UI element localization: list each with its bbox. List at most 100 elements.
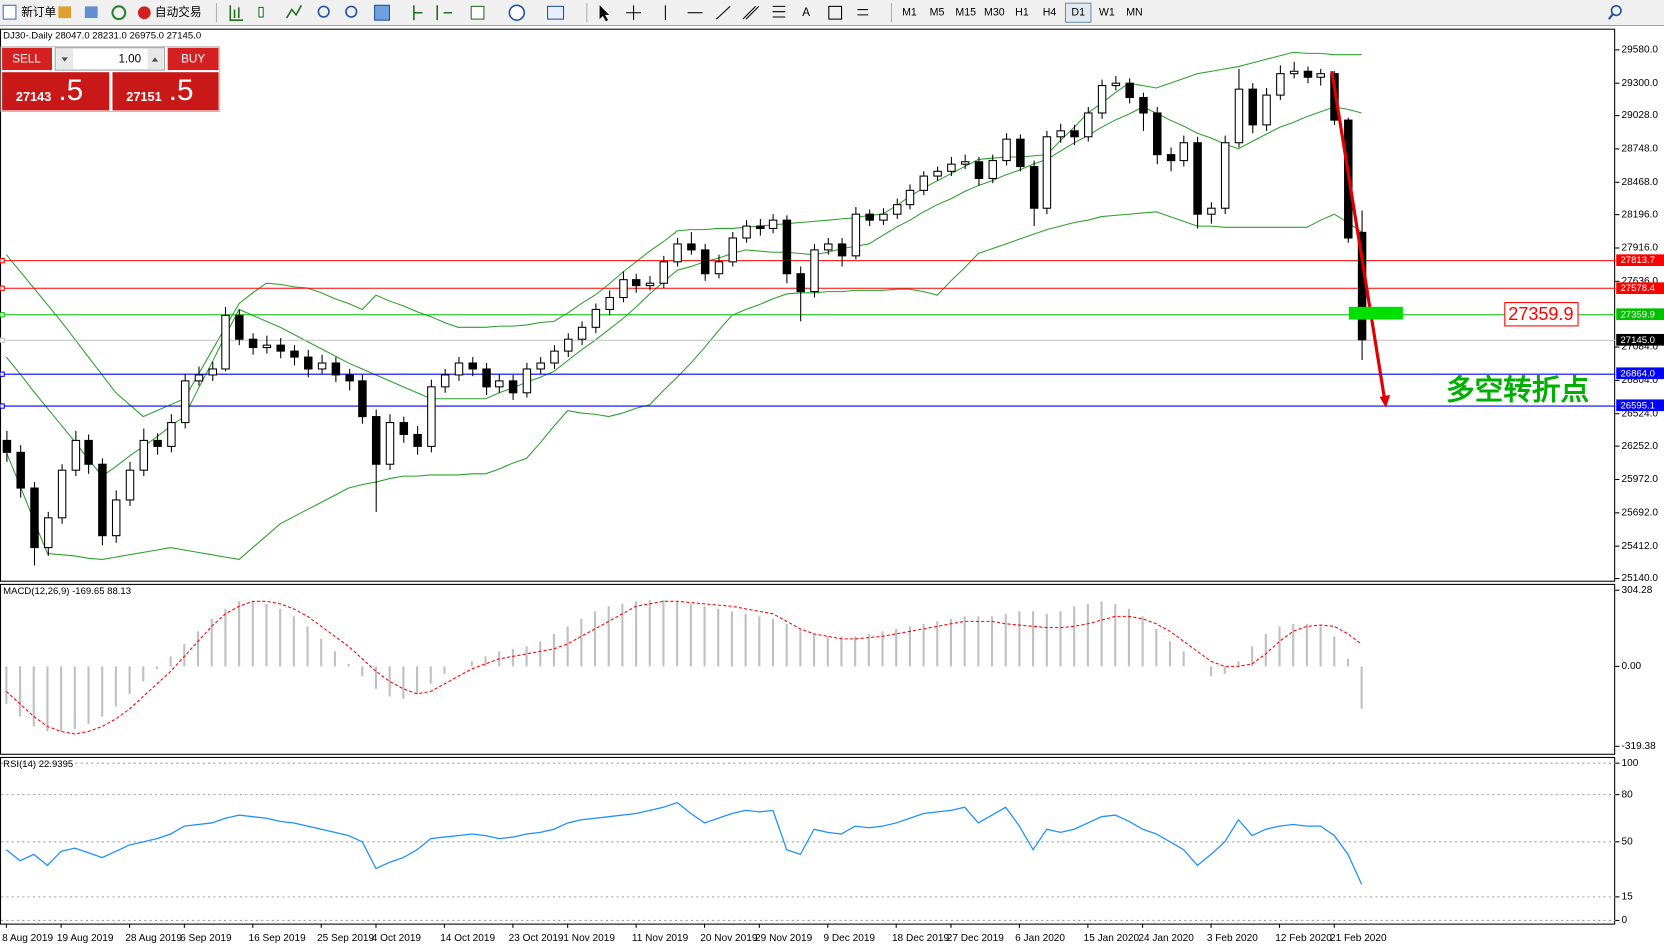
icon[interactable]	[58, 6, 72, 19]
search-icon[interactable]	[1610, 5, 1622, 17]
candle-body	[304, 356, 313, 370]
timeframe-button[interactable]: M30	[984, 7, 1005, 19]
candle-body	[605, 297, 614, 310]
candle-icon[interactable]	[258, 6, 264, 18]
zoom-in[interactable]	[317, 5, 330, 18]
buy-button[interactable]	[167, 47, 219, 71]
periods-icon[interactable]	[508, 4, 526, 21]
pane-title: RSI(14) 22.9395	[3, 759, 73, 770]
text-tool[interactable]: A	[802, 6, 810, 19]
candle-body	[276, 344, 285, 352]
level-price-tag	[1616, 333, 1664, 346]
price-pane	[0, 28, 1616, 582]
y-tick-label: 29300.0	[1622, 78, 1659, 89]
scroll-icons[interactable]	[413, 5, 453, 21]
candle-body	[1207, 207, 1216, 215]
level-anchor	[0, 312, 5, 318]
line-icon[interactable]	[285, 4, 303, 19]
y-tick-label: 27916.0	[1622, 243, 1659, 254]
trend-arrow	[1330, 70, 1387, 402]
y-tick-label: 0.00	[1622, 661, 1642, 672]
candle-body	[947, 163, 956, 172]
toolbar-background	[0, 0, 1664, 26]
y-tick-label: 80	[1622, 789, 1634, 800]
candle-body	[16, 451, 25, 489]
arrows-tool[interactable]	[857, 9, 869, 16]
candle-body	[44, 517, 53, 549]
level-price-label: 27359.9	[1620, 309, 1655, 320]
candle-body	[631, 279, 641, 287]
level-anchor	[0, 285, 5, 291]
candle-body	[1070, 130, 1079, 138]
lot-input[interactable]	[54, 47, 166, 71]
y-tick-label: 26524.0	[1622, 408, 1659, 419]
buy-price-box[interactable]	[112, 72, 219, 111]
x-tick-label: 28 Aug 2019	[125, 933, 182, 944]
trendline-tool[interactable]	[715, 5, 731, 20]
channel-tool[interactable]	[742, 5, 760, 20]
bollinger-band	[5, 51, 1362, 418]
auto-trading-button[interactable]: 自动交易	[137, 5, 202, 20]
tile-icon[interactable]	[374, 4, 391, 21]
fibo-tool[interactable]	[772, 5, 786, 18]
timeframe-button[interactable]: MN	[1126, 7, 1142, 19]
candle-body	[1097, 85, 1107, 114]
candle-body	[1139, 96, 1148, 114]
y-tick-label: 26252.0	[1622, 441, 1659, 452]
candle-body	[1289, 70, 1299, 75]
candle-body	[619, 279, 628, 299]
candle-body	[345, 374, 354, 382]
macd-pane	[0, 583, 1616, 755]
timeframe-button[interactable]: M5	[930, 7, 945, 19]
candle-body	[358, 380, 367, 418]
candle-body	[1002, 138, 1011, 162]
timeframe-button[interactable]: D1	[1071, 7, 1085, 19]
timeframe-button[interactable]: M1	[902, 7, 917, 19]
cursor-tool[interactable]	[599, 5, 610, 22]
bar-chart-icon[interactable]	[229, 5, 244, 21]
template-icon[interactable]	[547, 5, 565, 20]
one-click-trading: SELL 1.00 BUY 27143 .5 27151 .5	[0, 46, 221, 112]
x-tick-label: 23 Oct 2019	[509, 933, 564, 944]
timeframe-button[interactable]: H4	[1043, 7, 1057, 19]
icon[interactable]	[84, 6, 98, 19]
x-tick-label: 11 Nov 2019	[632, 933, 689, 944]
timeframe-active[interactable]	[1064, 2, 1092, 23]
candle-body	[1262, 94, 1271, 126]
sell-button[interactable]	[2, 47, 53, 71]
zoom-out[interactable]	[345, 5, 358, 18]
x-tick-label: 3 Feb 2020	[1207, 933, 1258, 944]
candle-body	[837, 243, 847, 257]
x-tick-label: 6 Jan 2020	[1015, 933, 1065, 944]
icon[interactable]	[111, 5, 127, 21]
candle-body	[1056, 130, 1065, 138]
buy-price: 27151	[126, 89, 161, 104]
candle-body	[2, 439, 12, 453]
toolbar: 新订单 自动交易 A M1 M5 M15 M30 H1 H4 D1 W1 MN	[0, 0, 1664, 27]
candle-body	[550, 350, 559, 364]
trend-arrow-head	[1379, 394, 1391, 408]
new-order-button[interactable]: 新订单	[2, 4, 57, 20]
x-tick-label: 21 Feb 2020	[1330, 933, 1387, 944]
level-price-tag	[1616, 254, 1664, 267]
y-tick-label: 28468.0	[1622, 177, 1659, 188]
candle-body	[536, 362, 545, 370]
candle-body	[1276, 73, 1285, 96]
indicator-icon[interactable]	[470, 5, 485, 20]
new-order-label: 新订单	[21, 5, 56, 19]
candle-body	[84, 439, 93, 465]
y-tick-label: 100	[1622, 758, 1639, 769]
candle-body	[371, 416, 381, 465]
crosshair-tool[interactable]	[626, 5, 641, 21]
label-tool[interactable]	[828, 5, 843, 20]
level-anchor	[0, 257, 5, 264]
rsi-line	[5, 801, 1363, 885]
candle-body	[756, 225, 765, 229]
timeframe-button[interactable]: W1	[1099, 7, 1115, 19]
candle-body	[385, 422, 395, 465]
candle-body	[1316, 73, 1325, 78]
candle-body	[125, 469, 135, 501]
timeframe-button[interactable]: H1	[1015, 7, 1029, 19]
timeframe-button[interactable]: M15	[955, 7, 976, 19]
sell-price-box[interactable]	[2, 72, 110, 111]
